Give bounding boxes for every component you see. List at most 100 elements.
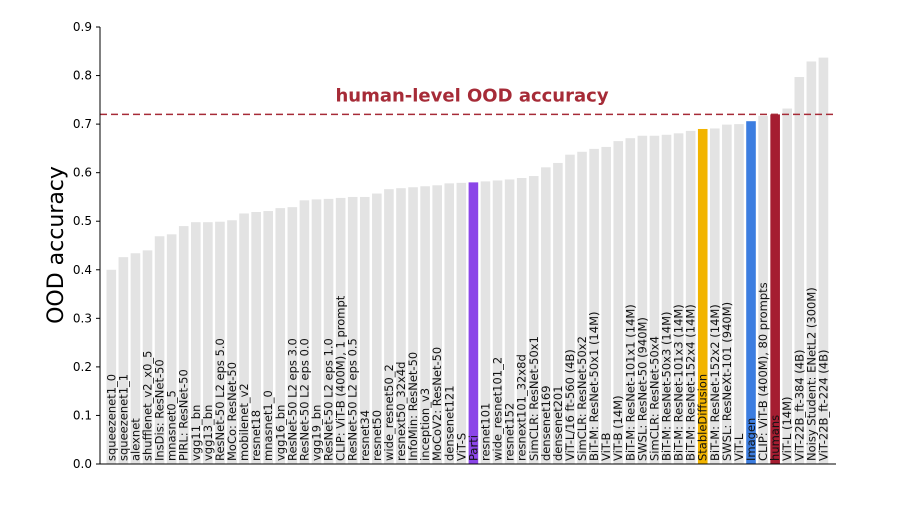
category-label: squeezenet1_0 [104,374,118,461]
category-label: ViT-22B_ft-384 (4B) [792,350,806,462]
bar [311,199,322,464]
y-tick-label: 0.3 [73,311,92,325]
category-label: SWSL: ResNet-50 (940M) [635,317,649,461]
y-tick-label: 0.7 [73,117,92,131]
bar [203,222,213,464]
category-label: BiT-M: ResNet-152x4 (14M) [684,304,698,461]
bar [468,182,479,464]
category-label: ViT-S [454,433,468,461]
bar [565,154,575,464]
category-label: InsDis: ResNet-50 [153,359,167,461]
category-label: MoCoV2: ResNet-50 [430,347,444,461]
bar [673,133,684,464]
bar [722,124,732,464]
bar [601,146,611,464]
bar [806,61,817,464]
bar [697,128,708,464]
bar [408,187,418,465]
bar [227,220,237,464]
bar [504,179,515,464]
bar [746,121,756,464]
bar [130,253,141,464]
category-label: ResNet-50 L2 eps 0.5 [346,338,360,461]
bar [335,197,346,465]
category-label: Noisy Student: ENetL2 (300M) [804,287,818,461]
bar [516,178,527,464]
bar [215,221,225,464]
bar [239,213,249,464]
category-label: ResNet-50 L2 eps 1.0 [322,338,336,461]
category-label: Parti [466,435,480,461]
category-label: BiT-M: ResNet-101x1 (14M) [623,304,637,461]
category-label: inception_v3 [418,388,432,461]
category-label: ResNet-50 L2 eps 3.0 [285,338,299,461]
bar [541,167,551,464]
bar [166,234,177,464]
category-label: resnet101 [478,403,492,461]
category-label: vgg19_bn [309,405,323,461]
category-label: shufflenet_v2_x0_5 [141,351,155,461]
bar [818,57,829,465]
bar [359,196,370,464]
category-label: SWSL: ResNeXt-101 (940M) [720,302,734,461]
category-label: resnext101_32x8d [515,354,529,461]
bar [432,185,442,465]
bar [263,211,274,464]
category-label: humans [768,415,782,461]
bar [637,135,648,464]
category-label: ViT-L/16 ft-560 (4B) [563,349,577,461]
category-label: StableDiffusion [696,374,710,461]
y-tick-label: 0.5 [73,214,92,228]
y-tick-label: 0.1 [73,408,92,422]
bar [287,207,298,464]
y-tick-label: 0.8 [73,69,92,83]
category-label: Imagen [744,418,758,461]
bar [685,130,696,464]
category-label: densenet121 [442,385,456,461]
bar [323,198,334,464]
category-label: SimCLR: ResNet-50x1 [527,336,541,461]
bar [613,141,624,465]
bar [118,257,129,464]
category-label: resnet18 [249,410,263,461]
bar [154,236,165,464]
category-label: PIRL: ResNet-50 [177,369,191,461]
category-label: densenet201 [551,385,565,461]
category-label: vgg16_bn [273,405,287,461]
category-label: wide_resnet101_2 [491,357,505,461]
category-label: CLIP: ViT-B (400M), 1 prompt [334,295,348,461]
category-label: resnext50_32x4d [394,362,408,461]
category-label: ResNet-50 L2 eps 5.0 [213,338,227,461]
bar [372,193,382,465]
bar [758,115,768,465]
category-label: MoCo: ResNet-50 [225,362,239,461]
bar [492,180,503,464]
y-tick-label: 0.4 [73,263,92,277]
category-label: mnasnet1_0 [261,390,275,461]
bar [625,138,636,464]
category-label: ViT-B (14M) [611,395,625,461]
y-tick-label: 0.0 [73,457,92,471]
bar [456,182,467,465]
category-label: ViT-22B_ft-224 (4B) [816,350,830,462]
bar [480,181,491,464]
bar [251,212,261,464]
category-label: resnet152 [503,403,517,461]
category-label: densenet169 [539,385,553,461]
y-tick-label: 0.2 [73,360,92,374]
y-tick-label: 0.9 [73,20,92,34]
bar [384,189,394,464]
category-label: vgg13_bn [201,405,215,461]
category-label: ViT-B [599,432,613,461]
category-label: squeezenet1_1 [116,374,130,461]
category-label: ViT-L [732,433,746,461]
y-axis-title: OOD accuracy [44,166,69,324]
bar [190,222,201,464]
category-label: resnet50 [370,410,384,461]
category-label: ViT-L (14M) [780,396,794,461]
category-label: SimCLR: ResNet-50x4 [647,336,661,461]
bar [589,148,599,464]
bar [577,151,587,465]
category-label: ResNet-50 L2 eps 0.0 [297,338,311,461]
